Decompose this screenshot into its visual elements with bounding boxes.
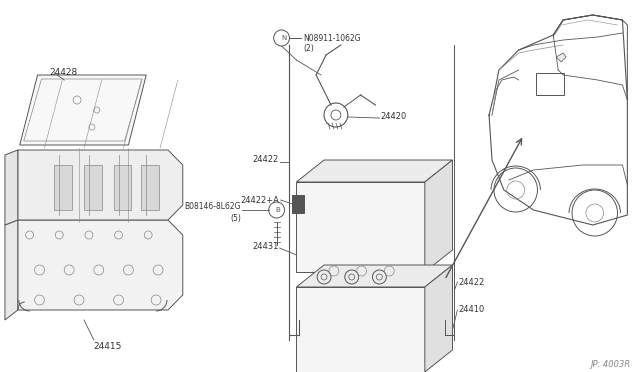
Text: 24410: 24410 — [458, 305, 484, 314]
Polygon shape — [18, 150, 183, 220]
Bar — [536, 73, 564, 95]
Polygon shape — [425, 160, 452, 272]
Polygon shape — [425, 265, 452, 372]
Bar — [114, 165, 131, 210]
Text: B08146-8L62G: B08146-8L62G — [184, 202, 241, 211]
Text: N08911-1062G: N08911-1062G — [303, 34, 361, 43]
Text: N: N — [281, 35, 286, 41]
Text: 24420: 24420 — [380, 112, 406, 121]
Bar — [54, 165, 72, 210]
Polygon shape — [18, 220, 183, 310]
Bar — [296, 287, 425, 372]
Text: 24431: 24431 — [252, 242, 278, 251]
Text: 24415: 24415 — [94, 342, 122, 351]
Bar — [292, 195, 304, 213]
Text: 24422: 24422 — [252, 155, 278, 164]
Text: 24428: 24428 — [49, 68, 77, 77]
Text: 24422: 24422 — [458, 278, 484, 287]
Bar — [296, 182, 425, 272]
Text: (2): (2) — [303, 44, 314, 53]
Polygon shape — [296, 265, 452, 287]
Polygon shape — [556, 53, 566, 62]
Text: B: B — [275, 207, 280, 213]
Polygon shape — [296, 160, 452, 182]
Polygon shape — [5, 220, 18, 320]
Polygon shape — [20, 75, 146, 145]
Polygon shape — [5, 150, 18, 225]
Bar — [84, 165, 102, 210]
Text: JP: 4003R: JP: 4003R — [591, 360, 631, 369]
Text: (5): (5) — [230, 214, 241, 223]
Bar — [141, 165, 159, 210]
Text: 24422+A: 24422+A — [240, 196, 279, 205]
